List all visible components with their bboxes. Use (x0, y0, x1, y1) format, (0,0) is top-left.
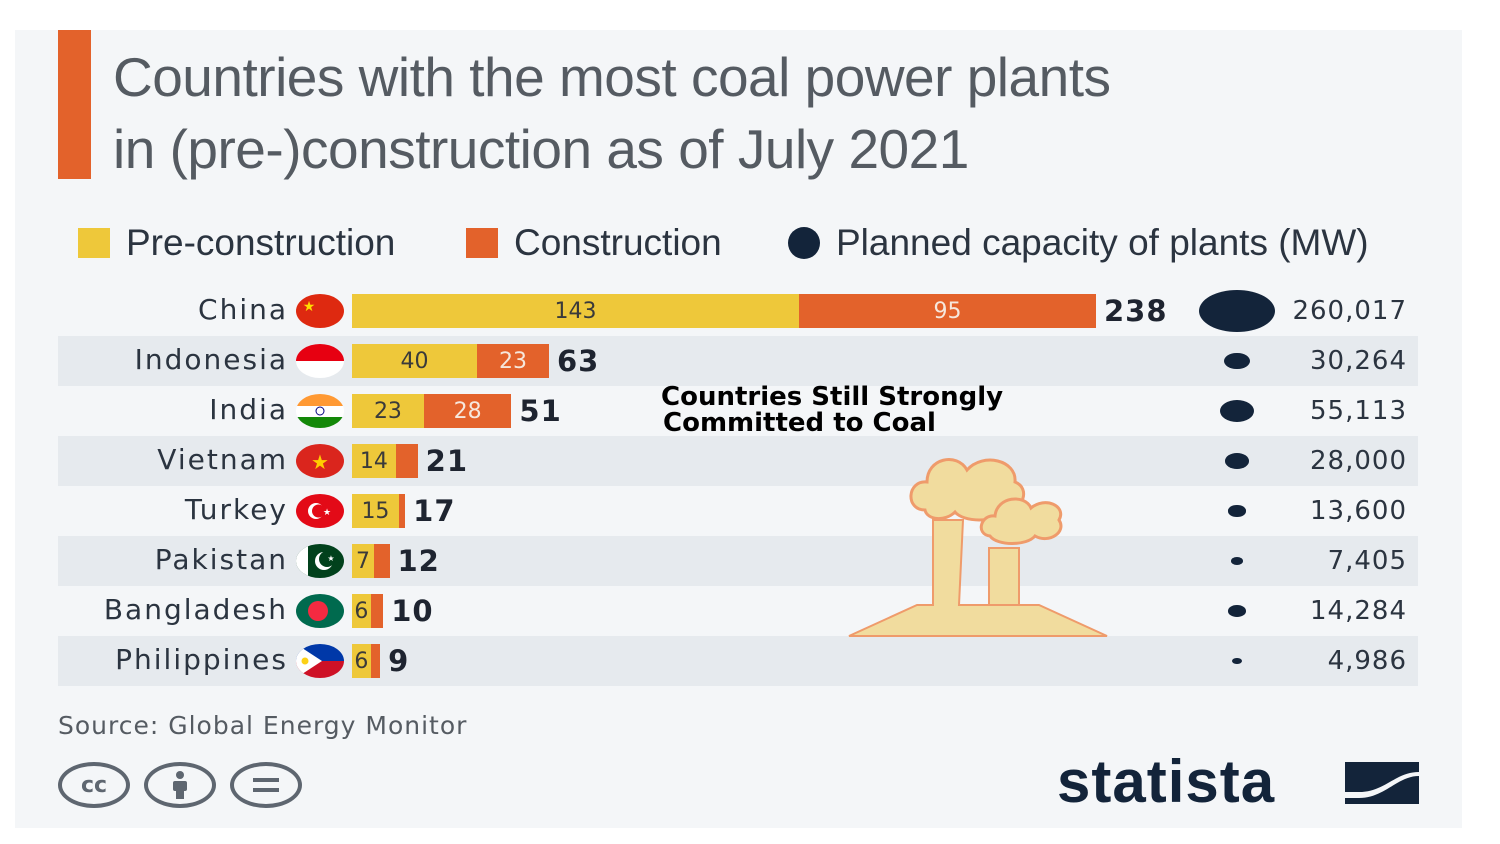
bar-total-label: 238 (1104, 294, 1168, 328)
row-band (58, 336, 1418, 386)
country-label: Pakistan (154, 543, 288, 576)
capacity-value: 55,113 (1310, 396, 1407, 426)
legend-construction: Construction (466, 222, 722, 264)
row-band (58, 636, 1418, 686)
bar-construction: 23 (477, 344, 549, 378)
legend-capacity-dot (788, 227, 820, 259)
annotation-line-1: Countries Still Strongly (661, 382, 1004, 412)
bangladesh-flag-icon (296, 594, 344, 628)
bar-pre-construction: 6 (352, 594, 371, 628)
svg-text:★: ★ (323, 508, 331, 518)
capacity-bubble (1224, 452, 1250, 470)
title-accent-bar (58, 30, 91, 179)
bar-pre-construction: 7 (352, 544, 374, 578)
capacity-value: 260,017 (1292, 296, 1407, 326)
country-label: China (198, 293, 288, 326)
india-flag-icon (296, 394, 344, 428)
bar-total-label: 63 (556, 344, 600, 378)
indonesia-flag-icon (296, 344, 344, 378)
capacity-bubble (1219, 399, 1255, 423)
svg-text:★: ★ (303, 299, 316, 315)
philippines-flag-icon (296, 644, 344, 678)
bar-total-label: 9 (388, 644, 410, 678)
bar-construction: 95 (799, 294, 1096, 328)
legend-construction-swatch (466, 228, 498, 258)
bar-construction: 28 (423, 394, 512, 428)
svg-text:★: ★ (327, 554, 334, 563)
china-flag-icon: ★ (296, 294, 344, 328)
bar-total-label: 12 (397, 544, 440, 578)
bar-construction (370, 594, 384, 628)
legend-capacity: Planned capacity of plants (MW) (788, 222, 1369, 264)
capacity-value: 28,000 (1310, 446, 1407, 476)
chart-title-line-1: Countries with the most coal power plant… (113, 46, 1111, 108)
capacity-value: 4,986 (1327, 646, 1407, 676)
bar-pre-construction: 143 (352, 294, 800, 328)
country-label: Vietnam (157, 443, 288, 476)
capacity-value: 7,405 (1327, 546, 1407, 576)
pakistan-flag-icon: ★ (296, 544, 344, 578)
chart-card (15, 30, 1462, 828)
bar-total-label: 17 (413, 494, 456, 528)
factory-illustration (848, 458, 1108, 637)
attribution-icon (144, 762, 216, 808)
bar-pre-construction: 40 (352, 344, 478, 378)
statista-logo-icon (1345, 762, 1419, 804)
country-label: Philippines (115, 643, 288, 676)
brand-logo-text: statista (1057, 748, 1276, 815)
no-derivatives-icon (230, 762, 302, 808)
country-label: Bangladesh (103, 593, 288, 626)
row-band (58, 436, 1418, 486)
legend-capacity-label: Planned capacity of plants (MW) (836, 222, 1369, 263)
annotation: Countries Still Strongly Committed to Co… (661, 384, 1003, 436)
row-band (58, 536, 1418, 586)
annotation-line-2: Committed to Coal (663, 408, 936, 438)
bar-construction (398, 494, 406, 528)
bar-construction (370, 644, 381, 678)
legend-construction-label: Construction (514, 222, 722, 263)
bar-total-label: 21 (425, 444, 468, 478)
capacity-bubble (1231, 657, 1243, 665)
bar-pre-construction: 6 (352, 644, 371, 678)
capacity-bubble (1224, 352, 1250, 370)
bar-total-label: 51 (519, 394, 562, 428)
source-note: Source: Global Energy Monitor (58, 711, 468, 740)
capacity-bubble (1228, 605, 1246, 617)
bar-pre-construction: 15 (352, 494, 399, 528)
bar-construction (373, 544, 390, 578)
vietnam-flag-icon: ★ (296, 444, 344, 478)
country-label: Indonesia (134, 343, 288, 376)
bar-pre-construction: 23 (352, 394, 424, 428)
chart-title-line-2: in (pre-)construction as of July 2021 (113, 118, 969, 180)
svg-text:★: ★ (311, 450, 329, 474)
country-label: Turkey (184, 493, 288, 526)
legend-pre-swatch (78, 228, 110, 258)
capacity-bubble (1230, 556, 1244, 566)
legend-pre-label: Pre-construction (126, 222, 396, 263)
bar-construction (395, 444, 418, 478)
capacity-bubble (1228, 505, 1246, 517)
turkey-flag-icon: ★ (296, 494, 344, 528)
bar-pre-construction: 14 (352, 444, 396, 478)
capacity-value: 14,284 (1310, 596, 1407, 626)
capacity-bubble (1199, 290, 1275, 332)
cc-icon: cc (58, 762, 130, 808)
capacity-value: 13,600 (1310, 496, 1407, 526)
country-label: India (209, 393, 288, 426)
bar-total-label: 10 (391, 594, 434, 628)
capacity-value: 30,264 (1310, 346, 1407, 376)
legend-pre-construction: Pre-construction (78, 222, 395, 264)
